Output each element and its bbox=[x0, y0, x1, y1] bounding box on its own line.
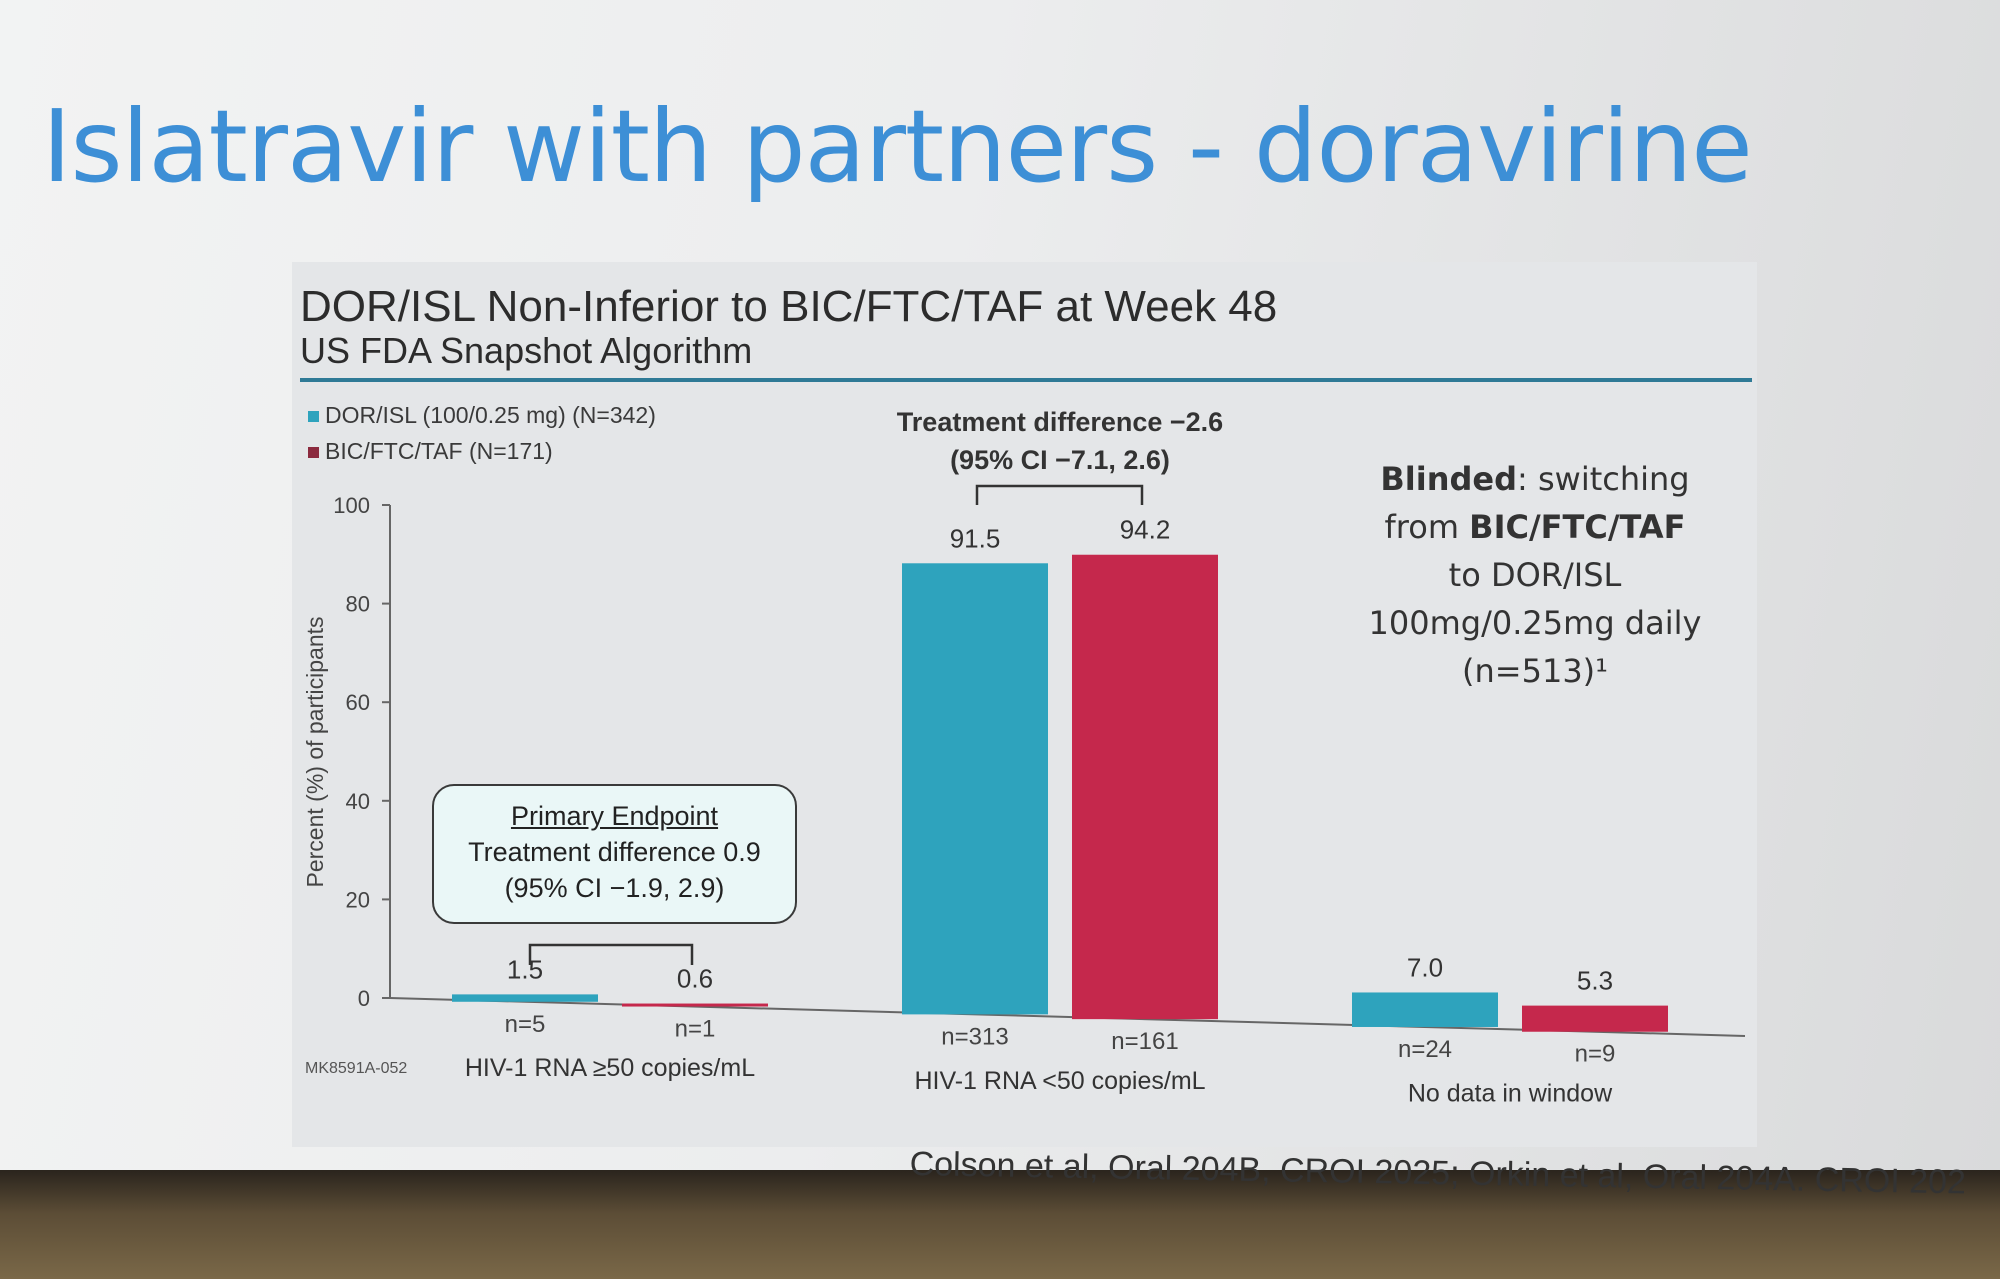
study-code: MK8591A-052 bbox=[305, 1060, 408, 1077]
chart-bars bbox=[452, 554, 1668, 1032]
primary-endpoint-bracket bbox=[528, 943, 694, 965]
legend-swatch-bic-ftc-taf bbox=[308, 447, 319, 459]
blinded-from-bold: BIC/FTC/TAF bbox=[1469, 508, 1686, 546]
bar-dor-isl bbox=[452, 994, 598, 1002]
treatment-difference-bracket bbox=[975, 484, 1144, 505]
y-tick-label: 40 bbox=[346, 789, 370, 814]
bar-dor-isl bbox=[1352, 992, 1498, 1027]
blinded-line2: from BIC/FTC/TAF bbox=[1330, 503, 1740, 551]
bar-value-label: 94.2 bbox=[1120, 515, 1171, 545]
blinded-line3: to DOR/ISL bbox=[1448, 556, 1622, 594]
legend-item-bic-ftc-taf: BIC/FTC/TAF (N=171) bbox=[308, 438, 553, 465]
blinded-rest: : switching bbox=[1517, 460, 1690, 498]
bar-value-label: 0.6 bbox=[677, 964, 713, 994]
bar-value-label: 91.5 bbox=[950, 523, 1001, 553]
chart-title: DOR/ISL Non-Inferior to BIC/FTC/TAF at W… bbox=[300, 282, 1278, 331]
legend-swatch-dor-isl bbox=[308, 411, 319, 423]
room-floor bbox=[0, 1170, 2000, 1279]
y-tick-label: 80 bbox=[346, 592, 370, 617]
bar-dor-isl bbox=[902, 563, 1048, 1015]
blinded-from: from bbox=[1384, 508, 1470, 546]
bar-value-label: 5.3 bbox=[1577, 966, 1613, 996]
primary-endpoint-heading: Primary Endpoint bbox=[510, 801, 719, 831]
y-tick-label: 60 bbox=[346, 690, 370, 715]
blinded-line4: 100mg/0.25mg daily bbox=[1368, 604, 1702, 642]
blinded-note: Blinded: switching from BIC/FTC/TAF to D… bbox=[1330, 455, 1740, 695]
x-category-label: No data in window bbox=[1408, 1079, 1613, 1107]
y-tick-label: 20 bbox=[346, 887, 370, 912]
chart-labels: 0 20 40 60 80 100 Percent (%) of participants 1… bbox=[302, 493, 1615, 1107]
chart-subtitle: US FDA Snapshot Algorithm bbox=[300, 330, 753, 371]
x-category-label: HIV-1 RNA <50 copies/mL bbox=[914, 1067, 1205, 1095]
primary-endpoint-difference: Treatment difference 0.9 bbox=[468, 837, 761, 867]
bar-n-label: n=9 bbox=[1575, 1041, 1616, 1068]
y-axis-label: Percent (%) of participants bbox=[302, 616, 328, 887]
treatment-difference-line2: (95% CI −7.1, 2.6) bbox=[950, 445, 1170, 475]
slide-title: Islatravir with partners - doravirine bbox=[42, 88, 1753, 205]
y-tick-label: 100 bbox=[333, 493, 370, 518]
blinded-bold: Blinded bbox=[1380, 460, 1518, 498]
bar-n-label: n=24 bbox=[1398, 1036, 1452, 1063]
blinded-line1: Blinded: switching bbox=[1330, 455, 1740, 503]
bar-value-label: 1.5 bbox=[507, 954, 543, 984]
y-tick-label: 0 bbox=[358, 986, 370, 1011]
bar-bic-ftc-taf bbox=[1522, 1005, 1668, 1032]
legend-label-dor-isl: DOR/ISL (100/0.25 mg) (N=342) bbox=[325, 402, 656, 428]
bar-bic-ftc-taf bbox=[1072, 554, 1218, 1020]
bar-n-label: n=313 bbox=[941, 1023, 1008, 1050]
chart-brackets bbox=[528, 484, 1144, 965]
legend-label-bic-ftc-taf: BIC/FTC/TAF (N=171) bbox=[325, 438, 553, 464]
treatment-difference-annotation: Treatment difference −2.6 (95% CI −7.1, … bbox=[860, 403, 1260, 479]
primary-endpoint-ci: (95% CI −1.9, 2.9) bbox=[504, 873, 725, 903]
bar-n-label: n=161 bbox=[1111, 1028, 1178, 1055]
primary-endpoint-box: Primary Endpoint Treatment difference 0.… bbox=[432, 784, 797, 924]
title-divider bbox=[300, 378, 1752, 382]
x-category-label: HIV-1 RNA ≥50 copies/mL bbox=[465, 1054, 755, 1082]
bar-n-label: n=1 bbox=[675, 1016, 716, 1043]
bar-value-label: 7.0 bbox=[1407, 952, 1443, 982]
bar-bic-ftc-taf bbox=[622, 1003, 768, 1007]
treatment-difference-line1: Treatment difference −2.6 bbox=[896, 407, 1224, 437]
x-axis-line bbox=[389, 997, 1746, 1037]
blinded-line5: (n=513)¹ bbox=[1462, 652, 1608, 690]
chart-axes bbox=[382, 504, 1746, 1037]
bar-n-label: n=5 bbox=[505, 1011, 546, 1038]
legend-item-dor-isl: DOR/ISL (100/0.25 mg) (N=342) bbox=[308, 402, 656, 429]
